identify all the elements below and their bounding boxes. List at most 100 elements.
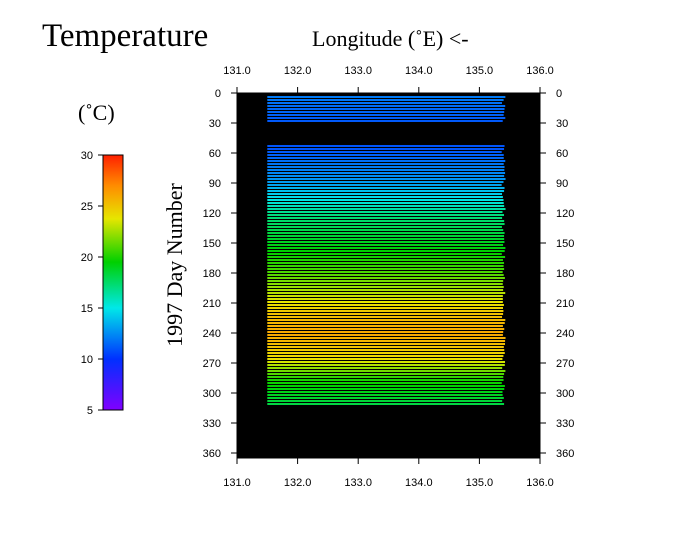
data-scanline bbox=[267, 334, 503, 336]
data-scanline bbox=[267, 145, 505, 147]
y-tick-label-left: 180 bbox=[203, 268, 221, 280]
x-tick-label-bottom: 133.0 bbox=[344, 477, 372, 489]
x-tick-label-top: 136.0 bbox=[526, 65, 554, 77]
data-scanline bbox=[267, 217, 503, 219]
colorbar-tick-label: 30 bbox=[81, 150, 93, 162]
data-scanline bbox=[267, 238, 505, 240]
data-scanline bbox=[267, 120, 503, 122]
data-scanline bbox=[267, 307, 503, 309]
y-tick-label-right: 60 bbox=[556, 148, 568, 160]
data-scanline bbox=[267, 298, 503, 300]
data-scanline bbox=[267, 166, 505, 168]
x-tick-label-bottom: 131.0 bbox=[223, 477, 251, 489]
data-scanline bbox=[267, 259, 503, 261]
y-tick-label-left: 30 bbox=[209, 118, 221, 130]
temperature-field bbox=[267, 96, 506, 405]
data-scanline bbox=[267, 235, 505, 237]
data-scanline bbox=[267, 274, 504, 276]
data-scanline bbox=[267, 105, 506, 107]
y-tick-label-right: 360 bbox=[556, 448, 574, 460]
x-tick-label-top: 134.0 bbox=[405, 65, 433, 77]
data-scanline bbox=[267, 304, 504, 306]
data-scanline bbox=[267, 208, 506, 210]
x-tick-label-top: 135.0 bbox=[466, 65, 494, 77]
x-tick-label-bottom: 132.0 bbox=[284, 477, 312, 489]
data-scanline bbox=[267, 283, 503, 285]
data-scanline bbox=[267, 373, 505, 375]
data-scanline bbox=[267, 361, 506, 363]
colorbar-tick-label: 15 bbox=[81, 303, 93, 315]
y-tick-label-right: 270 bbox=[556, 358, 574, 370]
data-scanline bbox=[267, 196, 503, 198]
y-tick-label-right: 120 bbox=[556, 208, 574, 220]
data-scanline bbox=[267, 205, 505, 207]
data-scanline bbox=[267, 292, 506, 294]
data-scanline bbox=[267, 211, 503, 213]
data-scanline bbox=[267, 244, 504, 246]
data-scanline bbox=[267, 220, 505, 222]
data-scanline bbox=[267, 114, 504, 116]
data-scanline bbox=[267, 385, 505, 387]
data-scanline bbox=[267, 193, 503, 195]
y-tick-label-left: 150 bbox=[203, 238, 221, 250]
data-scanline bbox=[267, 190, 505, 192]
x-axis-title: Longitude (˚E) <- bbox=[312, 26, 469, 51]
data-scanline bbox=[267, 262, 505, 264]
data-scanline bbox=[267, 355, 504, 357]
y-tick-label-left: 210 bbox=[203, 298, 221, 310]
y-tick-label-left: 0 bbox=[215, 88, 221, 100]
data-scanline bbox=[267, 340, 506, 342]
plot-frame bbox=[236, 92, 541, 459]
data-scanline bbox=[267, 253, 502, 255]
y-tick-label-right: 90 bbox=[556, 178, 568, 190]
colorbar: 30 25 20 15 10 5 bbox=[81, 150, 124, 417]
data-scanline bbox=[267, 169, 505, 171]
data-scanline bbox=[267, 277, 505, 279]
y-tick-label-left: 90 bbox=[209, 178, 221, 190]
data-scanline bbox=[267, 349, 505, 351]
colorbar-tick-label: 20 bbox=[81, 252, 93, 264]
data-scanline bbox=[267, 181, 504, 183]
data-scanline bbox=[267, 295, 503, 297]
x-tick-label-top: 131.0 bbox=[223, 65, 251, 77]
y-tick-label-left: 330 bbox=[203, 418, 221, 430]
colorbar-tick-label: 10 bbox=[81, 354, 93, 366]
colorbar-scale bbox=[102, 154, 124, 411]
data-scanline bbox=[267, 322, 505, 324]
data-scanline bbox=[267, 328, 505, 330]
y-tick-label-left: 360 bbox=[203, 448, 221, 460]
colorbar-tick-label: 25 bbox=[81, 201, 93, 213]
data-scanline bbox=[267, 370, 506, 372]
data-scanline bbox=[267, 394, 503, 396]
data-scanline bbox=[267, 154, 504, 156]
y-tick-label-right: 30 bbox=[556, 118, 568, 130]
data-scanline bbox=[267, 352, 505, 354]
y-tick-label-right: 240 bbox=[556, 328, 574, 340]
data-scanline bbox=[267, 99, 504, 101]
data-scanline bbox=[267, 379, 504, 381]
axes: 131.0 131.0 132.0 132.0 133.0 133.0 134.0 134.0… bbox=[203, 65, 575, 489]
data-scanline bbox=[267, 397, 504, 399]
data-scanline bbox=[267, 163, 504, 165]
data-scanline bbox=[267, 247, 506, 249]
data-scanline bbox=[267, 331, 504, 333]
data-scanline bbox=[267, 289, 504, 291]
data-scanline bbox=[267, 382, 502, 384]
x-tick-label-bottom: 136.0 bbox=[526, 477, 554, 489]
data-scanline bbox=[267, 265, 504, 267]
data-scanline bbox=[267, 271, 503, 273]
chart-title: Temperature bbox=[42, 18, 209, 54]
y-tick-label-right: 300 bbox=[556, 388, 574, 400]
data-scanline bbox=[267, 256, 506, 258]
data-scanline bbox=[267, 160, 506, 162]
y-tick-label-left: 60 bbox=[209, 148, 221, 160]
data-scanline bbox=[267, 202, 504, 204]
data-scanline bbox=[267, 199, 504, 201]
data-scanline bbox=[267, 280, 504, 282]
data-scanline bbox=[267, 403, 505, 405]
data-scanline bbox=[267, 223, 505, 225]
data-scanline bbox=[267, 229, 504, 231]
x-tick-label-top: 132.0 bbox=[284, 65, 312, 77]
data-scanline bbox=[267, 301, 503, 303]
